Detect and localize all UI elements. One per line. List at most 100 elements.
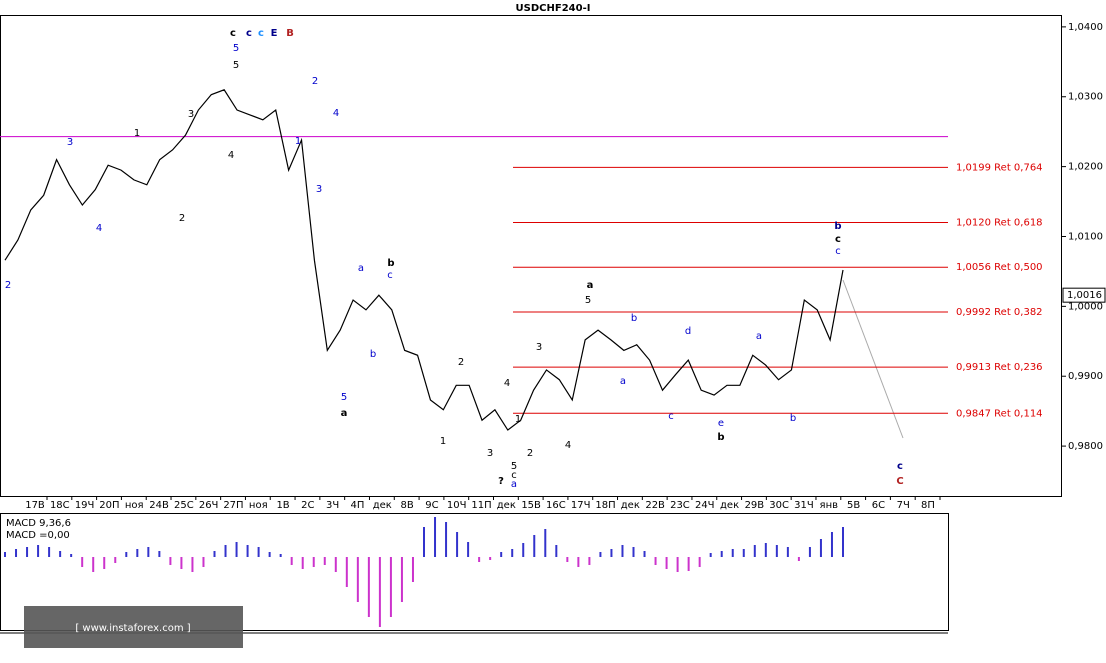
wave-label: a: [511, 479, 517, 490]
watermark: [ www.instaforex.com ]: [75, 623, 190, 634]
wave-label: 4: [565, 440, 571, 451]
x-tick-label: 18С: [50, 500, 70, 511]
wave-label: 2: [5, 280, 11, 291]
wave-label: 3: [487, 448, 493, 459]
wave-label: b: [834, 221, 841, 232]
wave-label: E: [271, 28, 278, 39]
y-tick-label: 1,0100: [1068, 231, 1103, 242]
x-tick-label: 20П: [99, 500, 119, 511]
fib-label: 0,9913 Ret 0,236: [956, 362, 1043, 373]
macd-label: MACD 9,36,6: [6, 518, 71, 529]
wave-label: 4: [504, 378, 510, 389]
x-tick-label: 24В: [149, 500, 169, 511]
wave-label: 3: [316, 184, 322, 195]
x-tick-label: 3Ч: [326, 500, 339, 511]
wave-label: b: [631, 313, 637, 324]
x-tick-label: 5В: [847, 500, 860, 511]
wave-label: 2: [179, 213, 185, 224]
wave-label: a: [358, 263, 364, 274]
wave-label: b: [370, 349, 376, 360]
wave-label: 5: [233, 60, 239, 71]
y-tick-label: 1,0300: [1068, 92, 1103, 103]
wave-label: 2: [312, 76, 318, 87]
wave-label: c: [246, 28, 252, 39]
x-tick-label: 4П: [351, 500, 365, 511]
wave-label: c: [387, 270, 393, 281]
main-frame: [0, 15, 1062, 497]
x-tick-label: 24Ч: [695, 500, 715, 511]
y-tick-label: 1,0000: [1068, 301, 1103, 312]
wave-label: a: [341, 408, 348, 419]
wave-label: e: [718, 418, 724, 429]
wave-label: 3: [67, 137, 73, 148]
wave-label: 4: [228, 150, 234, 161]
x-tick-label: дек: [497, 500, 516, 511]
x-tick-label: 27П: [223, 500, 243, 511]
wave-label: 4: [96, 223, 102, 234]
x-tick-label: 18П: [595, 500, 615, 511]
y-tick-label: 0,9800: [1068, 441, 1103, 452]
wave-label: a: [620, 376, 626, 387]
wave-label: a: [587, 280, 594, 291]
wave-label: B: [286, 28, 294, 39]
wave-label: 3: [188, 109, 194, 120]
x-tick-label: 15В: [521, 500, 541, 511]
x-tick-label: 31Ч: [794, 500, 814, 511]
projection-line: [842, 279, 904, 439]
x-tick-label: 2С: [301, 500, 314, 511]
fib-label: 0,9847 Ret 0,114: [956, 408, 1043, 419]
wave-label: c: [897, 461, 903, 472]
x-tick-label: 7Ч: [897, 500, 910, 511]
x-tick-label: 29В: [745, 500, 765, 511]
x-tick-label: 26Ч: [199, 500, 219, 511]
watermark-box: [24, 606, 243, 648]
y-tick-label: 1,0200: [1068, 162, 1103, 173]
wave-label: b: [717, 432, 724, 443]
x-tick-label: дек: [621, 500, 640, 511]
wave-label: 4: [333, 108, 339, 119]
x-tick-label: 17Ч: [571, 500, 591, 511]
x-tick-label: 6С: [872, 500, 885, 511]
wave-label: c: [835, 246, 841, 257]
wave-label: b: [790, 413, 796, 424]
x-tick-label: 30С: [769, 500, 789, 511]
fib-label: 1,0199 Ret 0,764: [956, 162, 1043, 173]
y-tick-label: 0,9900: [1068, 371, 1103, 382]
wave-label: d: [685, 326, 691, 337]
wave-label: 2: [458, 357, 464, 368]
x-tick-label: дек: [720, 500, 739, 511]
wave-label: 5: [233, 43, 239, 54]
wave-label: 2: [527, 448, 533, 459]
current-price-box: [1062, 287, 1106, 303]
x-tick-label: 1В: [276, 500, 289, 511]
current-price-label: 1,0016: [1067, 290, 1102, 301]
x-tick-label: 9С: [425, 500, 438, 511]
fib-label: 1,0056 Ret 0,500: [956, 262, 1043, 273]
x-tick-label: дек: [373, 500, 392, 511]
wave-label: c: [258, 28, 264, 39]
wave-label: c: [668, 411, 674, 422]
x-tick-label: 10Ч: [447, 500, 467, 511]
x-tick-label: 11П: [471, 500, 491, 511]
wave-label: a: [756, 331, 762, 342]
x-tick-label: ноя: [125, 500, 144, 511]
x-tick-label: 16С: [546, 500, 566, 511]
wave-label: c: [230, 28, 236, 39]
wave-label: ?: [498, 476, 504, 487]
wave-label: b: [387, 258, 394, 269]
x-tick-label: 17В: [25, 500, 45, 511]
x-tick-label: 23С: [670, 500, 690, 511]
wave-label: 1: [515, 414, 521, 425]
fib-label: 0,9992 Ret 0,382: [956, 307, 1043, 318]
wave-label: 1: [134, 128, 140, 139]
x-tick-label: 8В: [400, 500, 413, 511]
x-tick-label: 8П: [921, 500, 935, 511]
y-tick-label: 1,0400: [1068, 22, 1103, 33]
wave-label: c: [511, 470, 517, 481]
wave-label: 1: [440, 436, 446, 447]
chart-title: USDCHF240-I: [516, 3, 591, 14]
macd-value-label: MACD =0,00: [6, 530, 70, 541]
wave-label: 1: [295, 136, 301, 147]
price-line: [4, 89, 844, 431]
